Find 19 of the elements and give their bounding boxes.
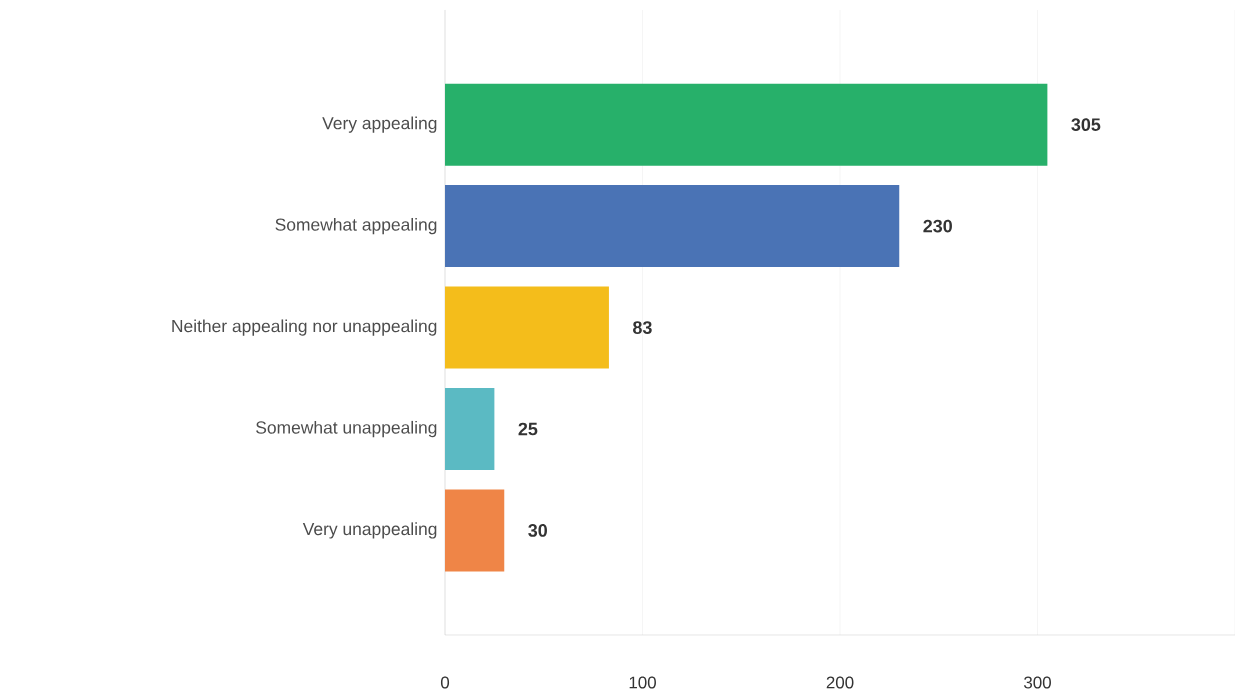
data-label: 230 [923,219,952,233]
y-tick-label: Very appealing [322,116,437,133]
bar [445,83,1048,166]
x-tick-label: 300 [1024,676,1051,689]
bar [445,388,495,471]
data-label: 25 [518,422,538,436]
data-label: 30 [528,524,547,537]
data-label: 83 [633,321,652,334]
bar [445,185,900,268]
x-tick-label: 0 [440,676,450,689]
data-label: 305 [1071,118,1101,131]
y-tick-label: Somewhat unappealing [256,420,437,438]
x-tick-label: 100 [629,676,656,689]
y-tick-label: Neither appealing nor unappealing [172,319,437,336]
y-tick-label: Very unappealing [302,522,437,539]
bar [445,286,609,369]
x-tick-label: 200 [826,676,854,689]
y-tick-label: Somewhat appealing [275,217,437,235]
bar [445,489,505,572]
